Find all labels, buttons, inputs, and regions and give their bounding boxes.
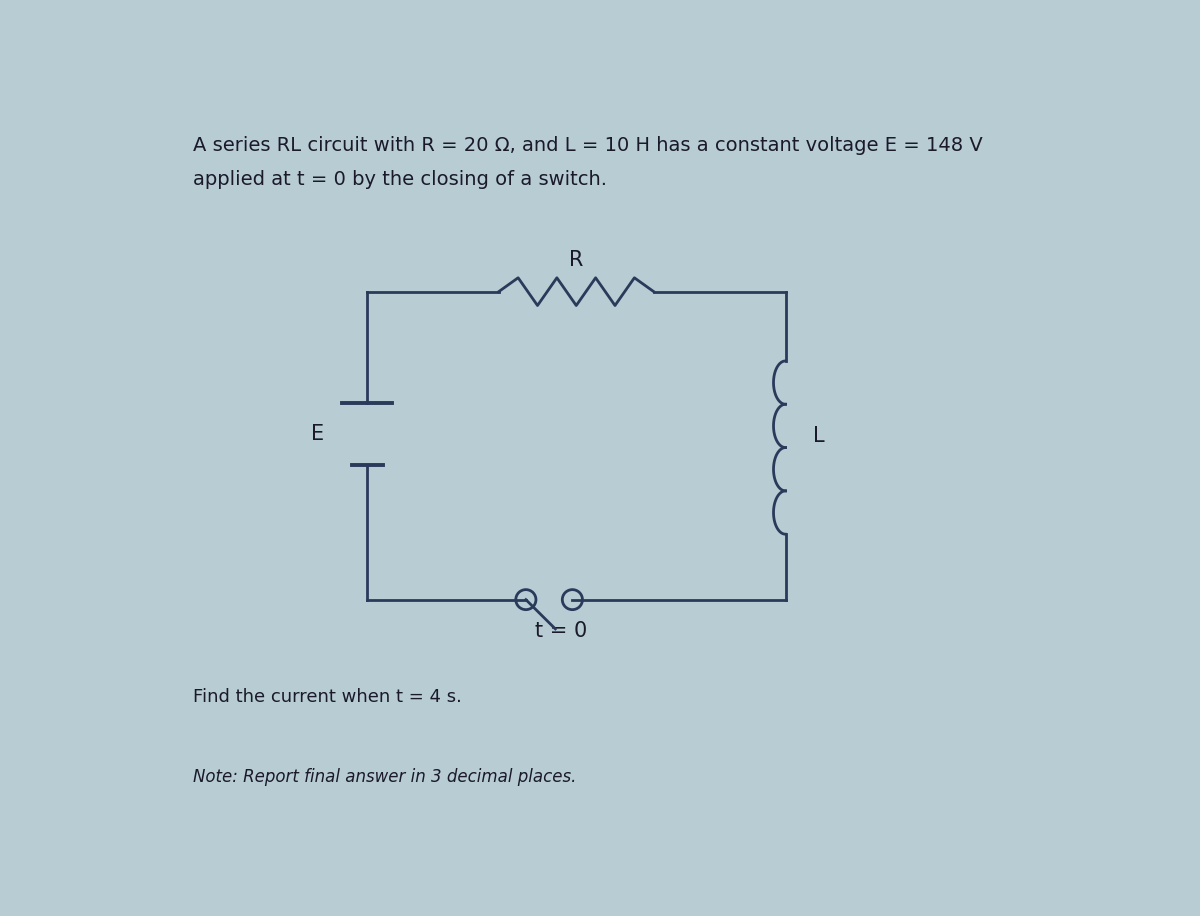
Text: Note: Report final answer in 3 decimal places.: Note: Report final answer in 3 decimal p…	[193, 768, 576, 786]
Text: R: R	[569, 250, 583, 270]
Text: E: E	[311, 424, 324, 444]
Text: t = 0: t = 0	[535, 621, 587, 641]
Text: Find the current when t = 4 s.: Find the current when t = 4 s.	[193, 688, 462, 706]
Text: applied at t = 0 by the closing of a switch.: applied at t = 0 by the closing of a swi…	[193, 170, 607, 189]
Text: L: L	[812, 426, 824, 446]
Text: A series RL circuit with R = 20 Ω, and L = 10 H has a constant voltage E = 148 V: A series RL circuit with R = 20 Ω, and L…	[193, 136, 983, 155]
